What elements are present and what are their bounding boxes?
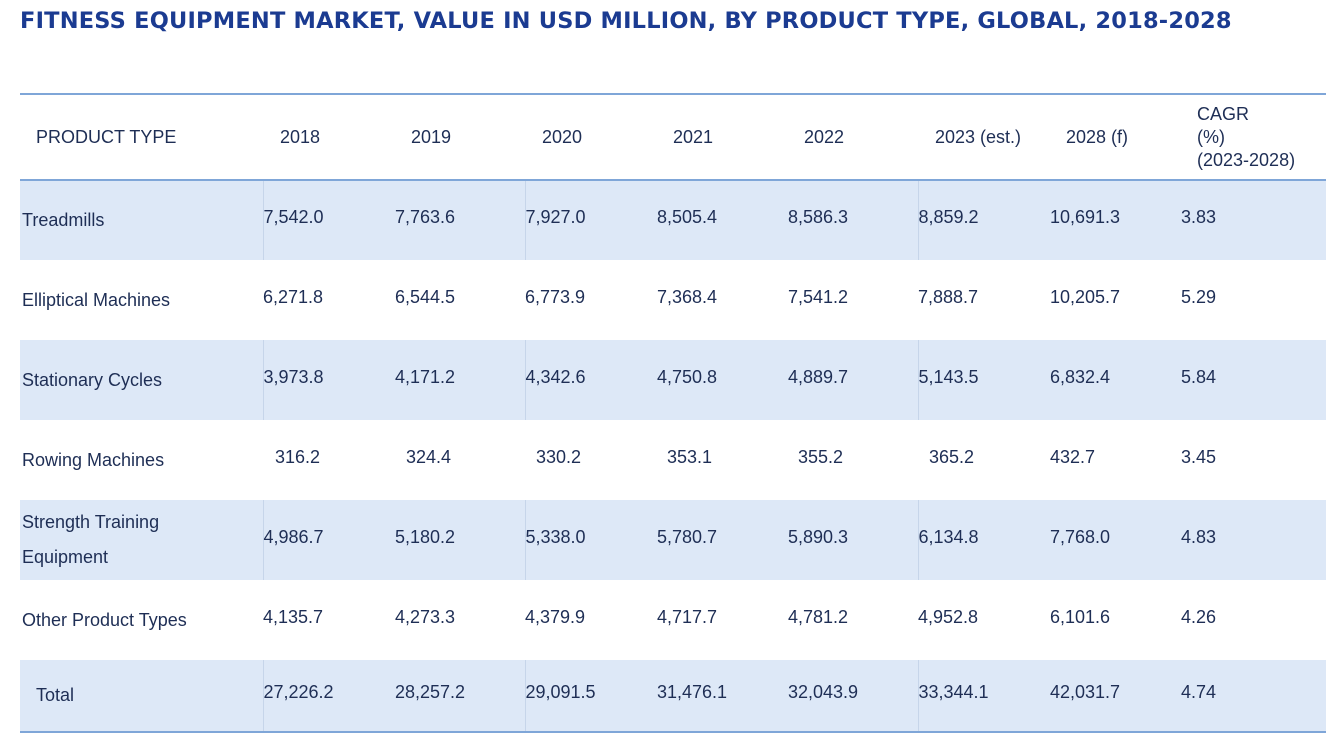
cell-2019: 4,273.3 <box>395 606 456 627</box>
cell-2022: 4,781.2 <box>788 606 849 627</box>
row-label: Treadmills <box>22 210 105 230</box>
table-row-total: Total 27,226.2 28,257.2 29,091.5 31,476.… <box>20 660 1326 733</box>
table-row-treadmills: Treadmills 7,542.0 7,763.6 7,927.0 8,505… <box>20 180 1326 260</box>
cell-2023: 4,952.8 <box>918 606 979 627</box>
cell-2019: 7,763.6 <box>395 207 456 227</box>
header-2022: 2022 <box>787 93 918 181</box>
cell-2022: 4,889.7 <box>788 366 849 387</box>
cell-cagr: 5.29 <box>1181 286 1217 307</box>
cell-2018: 4,135.7 <box>263 606 324 627</box>
cell-2028: 42,031.7 <box>1050 682 1121 702</box>
header-2021: 2021 <box>656 93 787 181</box>
table-row-stationary-cycles: Stationary Cycles 3,973.8 4,171.2 4,342.… <box>20 340 1326 420</box>
cell-2020: 330.2 <box>536 446 582 467</box>
cell-2019: 4,171.2 <box>395 366 456 387</box>
cell-cagr: 5.84 <box>1181 366 1217 387</box>
page-title: FITNESS EQUIPMENT MARKET, VALUE IN USD M… <box>20 8 1232 34</box>
cell-2019: 6,544.5 <box>395 286 456 307</box>
cell-2021: 31,476.1 <box>657 682 728 702</box>
row-label: Strength Training Equipment <box>20 500 263 580</box>
cell-2023: 7,888.7 <box>918 286 979 307</box>
table-row-rowing-machines: Rowing Machines 316.2 324.4 330.2 353.1 … <box>20 420 1326 500</box>
cell-2023: 8,859.2 <box>918 207 979 227</box>
header-2019: 2019 <box>394 93 525 181</box>
cell-2018: 316.2 <box>275 446 321 467</box>
cell-2020: 5,338.0 <box>525 526 586 547</box>
row-label-line1: Strength Training <box>22 512 160 532</box>
header-2023-est: 2023 (est.) <box>918 93 1049 181</box>
header-2020: 2020 <box>525 93 656 181</box>
cell-2028: 432.7 <box>1050 446 1096 467</box>
cell-2019: 5,180.2 <box>395 526 456 547</box>
cell-cagr: 4.74 <box>1181 682 1217 702</box>
cell-cagr: 4.26 <box>1181 606 1217 627</box>
cell-2020: 6,773.9 <box>525 286 586 307</box>
cell-2018: 6,271.8 <box>263 286 324 307</box>
cell-2021: 7,368.4 <box>657 286 718 307</box>
table-row-strength-training-equipment: Strength Training Equipment 4,986.7 5,18… <box>20 500 1326 580</box>
cell-2020: 4,342.6 <box>525 366 586 387</box>
cell-2021: 5,780.7 <box>657 526 718 547</box>
cell-2022: 355.2 <box>798 446 844 467</box>
row-label-line2: Equipment <box>22 547 109 567</box>
cell-2023: 5,143.5 <box>918 366 979 387</box>
table-row-other-product-types: Other Product Types 4,135.7 4,273.3 4,37… <box>20 580 1326 660</box>
cell-2018: 7,542.0 <box>263 207 324 227</box>
cell-2023: 6,134.8 <box>918 526 979 547</box>
cell-2028: 7,768.0 <box>1050 526 1111 547</box>
cell-2018: 4,986.7 <box>263 526 324 547</box>
row-label: Stationary Cycles <box>22 369 163 390</box>
cell-2028: 6,832.4 <box>1050 366 1111 387</box>
cell-2022: 7,541.2 <box>788 286 849 307</box>
cell-cagr: 3.83 <box>1181 207 1217 227</box>
cell-cagr: 4.83 <box>1181 526 1217 547</box>
cell-2021: 4,750.8 <box>657 366 718 387</box>
row-label: Elliptical Machines <box>22 289 171 310</box>
header-2018: 2018 <box>263 93 394 181</box>
cell-2019: 28,257.2 <box>395 682 466 702</box>
row-label-total: Total <box>20 660 263 733</box>
cell-2020: 29,091.5 <box>525 682 596 702</box>
cell-2022: 8,586.3 <box>788 207 849 227</box>
cell-2018: 27,226.2 <box>263 682 334 702</box>
header-cagr-line2: (%) <box>1197 126 1225 147</box>
cell-2020: 7,927.0 <box>525 207 586 227</box>
cell-2022: 32,043.9 <box>788 682 859 702</box>
cell-2028: 6,101.6 <box>1050 606 1111 627</box>
header-2028-f: 2028 (f) <box>1049 93 1180 181</box>
cell-2028: 10,691.3 <box>1050 207 1121 227</box>
table-header-row: PRODUCT TYPE 2018 2019 2020 2021 2022 20… <box>20 93 1326 181</box>
cell-2019: 324.4 <box>406 446 452 467</box>
cell-2023: 33,344.1 <box>918 682 989 702</box>
cell-2018: 3,973.8 <box>263 366 324 387</box>
cell-2021: 353.1 <box>667 446 713 467</box>
header-cagr: CAGR (%) (2023-2028) <box>1180 93 1326 181</box>
header-product-type: PRODUCT TYPE <box>20 93 263 181</box>
cell-2020: 4,379.9 <box>525 606 586 627</box>
cell-2021: 8,505.4 <box>657 207 718 227</box>
cell-2023: 365.2 <box>929 446 975 467</box>
header-cagr-line3: (2023-2028) <box>1197 149 1296 170</box>
market-table: PRODUCT TYPE 2018 2019 2020 2021 2022 20… <box>20 93 1326 733</box>
cell-2022: 5,890.3 <box>788 526 849 547</box>
cell-2021: 4,717.7 <box>657 606 718 627</box>
header-cagr-line1: CAGR <box>1197 103 1250 124</box>
row-label: Other Product Types <box>22 609 187 630</box>
row-label: Rowing Machines <box>22 449 165 470</box>
cell-cagr: 3.45 <box>1181 446 1217 467</box>
cell-2028: 10,205.7 <box>1050 286 1121 307</box>
table-row-elliptical-machines: Elliptical Machines 6,271.8 6,544.5 6,77… <box>20 260 1326 340</box>
